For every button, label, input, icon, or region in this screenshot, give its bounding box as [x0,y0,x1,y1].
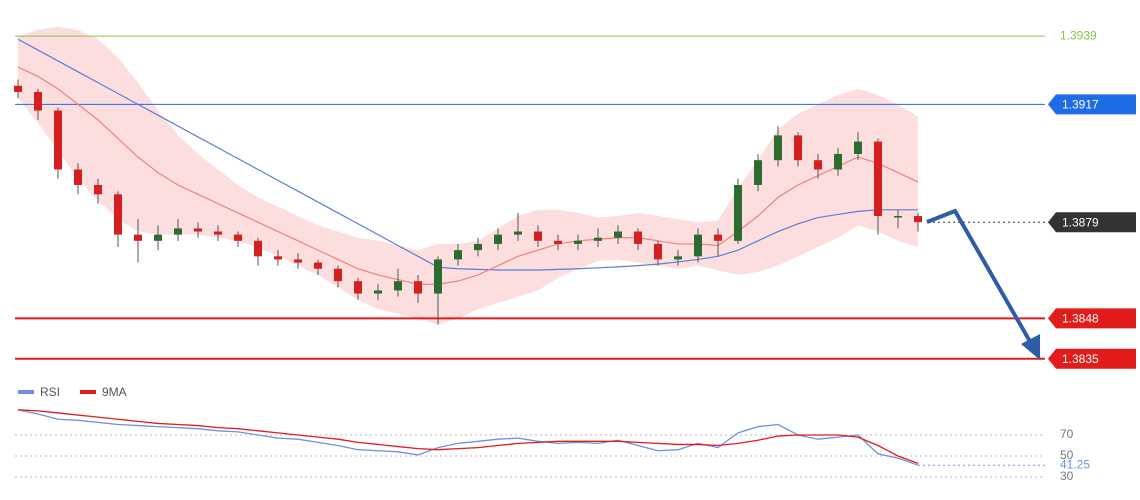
candle-body [754,160,762,185]
candle-body [454,250,462,260]
rsi-panel: 30 50 70 RSI 9MA 41.25 [15,385,1090,483]
level-label: 1.3879 [1062,215,1099,229]
price-panel: 1.3939 1.3917 1.3879 1.3848 1.3835 [14,26,1136,369]
arrow-line [926,208,1034,346]
candle-body [34,91,42,111]
candle-body [194,228,202,232]
level-label: 1.3939 [1060,28,1097,42]
candle-body [414,281,422,294]
level-label-box [1048,212,1136,233]
candle-body [554,240,562,244]
candle-body [114,194,122,235]
candle-body [354,281,362,294]
candle-body [254,240,262,257]
candle-body [714,234,722,241]
candle-body [374,290,382,294]
candle-body [634,231,642,244]
candle-body [674,256,682,260]
legend-swatch [80,390,96,394]
indicator-line [17,409,919,466]
candle-body [774,135,782,161]
indicator-line [17,409,919,464]
candle-body [534,231,542,241]
y-tick-label: 50 [1060,448,1074,462]
candle-body [154,234,162,241]
candle-body [174,228,182,235]
candle-body [494,234,502,244]
candle-body [214,231,222,235]
level-label: 1.3917 [1062,98,1099,112]
forecast-arrow [926,208,1040,360]
legend-swatch [18,390,34,394]
candle-body [654,243,662,260]
level-label-box [1048,348,1136,369]
candle-body [74,169,82,185]
moving-average [17,66,919,285]
candle-body [314,262,322,269]
arrow-head [1021,334,1040,360]
candle-body [794,135,802,161]
candle-body [234,234,242,241]
candle-body [834,153,842,170]
candle-body [694,234,702,257]
candle-body [54,110,62,170]
value-label: 41.25 [1060,457,1090,471]
candle-body [514,231,522,235]
candle-body [434,259,442,294]
level-label: 1.3835 [1062,352,1099,366]
candle-body [274,256,282,260]
legend-label: 9MA [102,385,127,399]
candle-body [614,231,622,238]
candle-body [814,160,822,170]
candle-body [734,185,742,241]
candle-body [134,234,142,241]
bollinger-band [18,26,918,325]
candle-body [394,281,402,291]
candle-body [594,237,602,241]
y-tick-label: 70 [1060,427,1074,441]
candle-body [334,268,342,282]
level-label-box [1048,94,1136,115]
candle-body [14,85,22,92]
candle-body [874,141,882,217]
candle-body [914,216,922,223]
y-tick-label: 30 [1060,469,1074,483]
candle-body [894,216,902,218]
candle-body [854,141,862,154]
level-label: 1.3848 [1062,312,1099,326]
candle-body [574,240,582,244]
candle-body [94,185,102,195]
legend-label: RSI [40,385,60,399]
candle-body [294,259,302,263]
moving-average [17,38,918,271]
level-label-box [1048,308,1136,329]
candle-body [474,243,482,251]
